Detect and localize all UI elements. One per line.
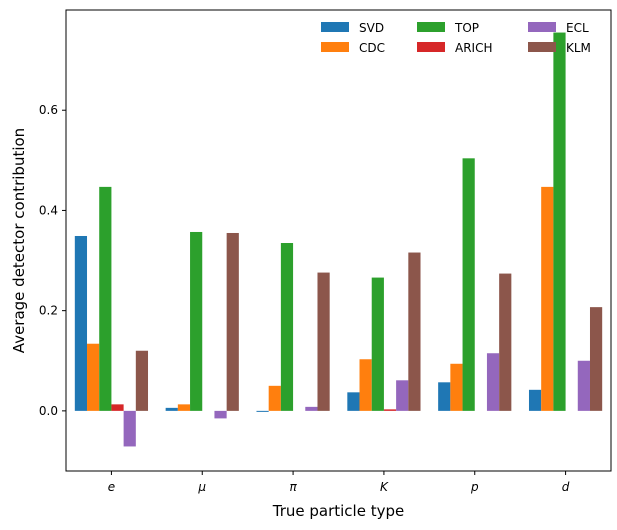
bar-svd-2 [256, 410, 269, 412]
bar-top-2 [280, 243, 294, 411]
bar-svd-3 [347, 392, 360, 411]
bar-svd-1 [165, 407, 178, 411]
legend-swatch-svd [321, 22, 349, 32]
legend-swatch-ecl [528, 22, 556, 32]
bar-cdc-3 [359, 359, 372, 411]
y-tick-label: 0.4 [39, 203, 58, 217]
bar-klm-2 [317, 272, 330, 411]
bar-ecl-2 [305, 406, 318, 411]
legend-swatch-arich [417, 42, 445, 52]
bar-svd-0 [74, 235, 88, 411]
legend-label-cdc: CDC [359, 41, 385, 55]
x-tick-label: π [289, 480, 297, 494]
x-tick-label: K [380, 480, 389, 494]
legend-label-klm: KLM [566, 41, 591, 55]
bar-top-5 [553, 32, 566, 411]
bar-klm-3 [408, 252, 421, 411]
bar-svd-5 [528, 389, 542, 411]
bar-top-3 [371, 277, 384, 411]
legend-label-arich: ARICH [455, 41, 493, 55]
bar-cdc-1 [177, 404, 191, 411]
y-axis-title: Average detector contribution [10, 128, 28, 353]
y-tick-label: 0.0 [39, 404, 58, 418]
x-tick-label: p [470, 480, 479, 494]
legend: SVD CDC TOP ARICH ECL KLM [321, 21, 591, 55]
bar-klm-1 [226, 232, 239, 411]
legend-label-svd: SVD [359, 21, 384, 35]
bar-ecl-5 [577, 360, 590, 411]
bar-klm-0 [135, 350, 149, 411]
legend-swatch-top [417, 22, 445, 32]
bar-cdc-4 [450, 363, 463, 411]
y-tick-label: 0.2 [39, 304, 58, 318]
bar-arich-3 [383, 409, 397, 411]
bar-klm-4 [499, 273, 512, 411]
bar-ecl-4 [486, 353, 500, 411]
bar-cdc-5 [541, 186, 554, 411]
bar-ecl-3 [396, 380, 409, 411]
plot-frame [65, 9, 612, 472]
bar-klm-5 [589, 307, 603, 411]
bar-ecl-0 [123, 410, 136, 447]
legend-label-ecl: ECL [566, 21, 589, 35]
x-axis-title: True particle type [272, 502, 404, 520]
bar-top-1 [190, 231, 203, 411]
bars-layer [74, 32, 603, 447]
legend-swatch-klm [528, 42, 556, 52]
bar-cdc-0 [87, 343, 100, 411]
x-tick-label: μ [197, 480, 206, 494]
y-axis: 0.0 0.2 0.4 0.6 [39, 103, 66, 418]
bar-top-4 [462, 158, 475, 411]
bar-ecl-1 [214, 410, 227, 419]
y-tick-label: 0.6 [39, 103, 58, 117]
bar-svd-4 [438, 382, 451, 411]
bar-top-0 [99, 186, 112, 411]
x-tick-label: e [108, 480, 115, 494]
bar-arich-0 [111, 404, 124, 411]
x-tick-label: d [562, 480, 570, 494]
bar-cdc-2 [268, 385, 281, 411]
legend-label-top: TOP [454, 21, 479, 35]
legend-swatch-cdc [321, 42, 349, 52]
